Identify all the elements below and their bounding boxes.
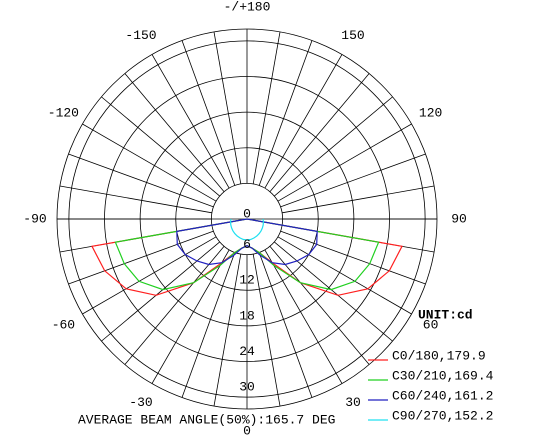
spoke [101,241,220,342]
angle-tick-label: -30 [129,395,152,410]
angle-tick-label: 150 [341,28,364,43]
footer: AVERAGE BEAM ANGLE(50%):165.7 DEG [78,412,335,427]
spoke [277,123,412,202]
spoke [269,246,370,365]
spoke [274,241,393,342]
spoke [280,153,426,208]
spoke [68,153,214,208]
spoke [213,31,242,184]
angle-tick-label: -/+180 [224,0,271,14]
angle-tick-label: 30 [345,395,361,410]
spoke [280,230,426,285]
spoke [82,123,217,202]
spoke [124,246,225,365]
spoke [68,230,214,285]
unit-label: UNIT:cd [418,307,473,322]
legend-label: C90/270,152.2 [392,408,493,423]
r-tick-label: 0 [243,206,251,221]
angle-tick-label: 120 [419,105,442,120]
legend-label: C60/240,161.2 [392,388,493,403]
spoke [274,96,393,197]
r-tick-label: 18 [239,308,255,323]
spoke [264,54,343,189]
spoke [59,185,212,214]
spoke [213,254,242,407]
angle-tick-label: -150 [125,28,156,43]
curve [229,218,265,241]
angle-tick-label: -60 [52,317,75,332]
spoke [151,249,230,384]
grid [56,28,438,410]
spoke [252,254,281,407]
angle-tick-label: 60 [423,317,439,332]
legend-label: C30/210,169.4 [392,368,494,383]
spoke [258,252,313,398]
angle-tick-label: 0 [243,423,251,438]
spoke [101,96,220,197]
spoke [124,73,225,192]
curve [176,218,318,266]
angle-tick-label: -120 [48,105,79,120]
spoke [252,31,281,184]
spoke [181,40,236,186]
angle-tick-label: 90 [451,211,467,226]
spoke [181,252,236,398]
spoke [269,73,370,192]
spoke [82,236,217,315]
legend-label: C0/180,179.9 [392,348,486,363]
spoke [151,54,230,189]
spoke [277,236,412,315]
spoke [264,249,343,384]
angle-tick-label: -90 [23,211,46,226]
spoke [258,40,313,186]
r-tick-label: 30 [239,380,255,395]
r-tick-label: 24 [239,344,255,359]
r-tick-label: 6 [243,237,251,252]
r-tick-label: 12 [239,273,255,288]
spoke [282,185,435,214]
